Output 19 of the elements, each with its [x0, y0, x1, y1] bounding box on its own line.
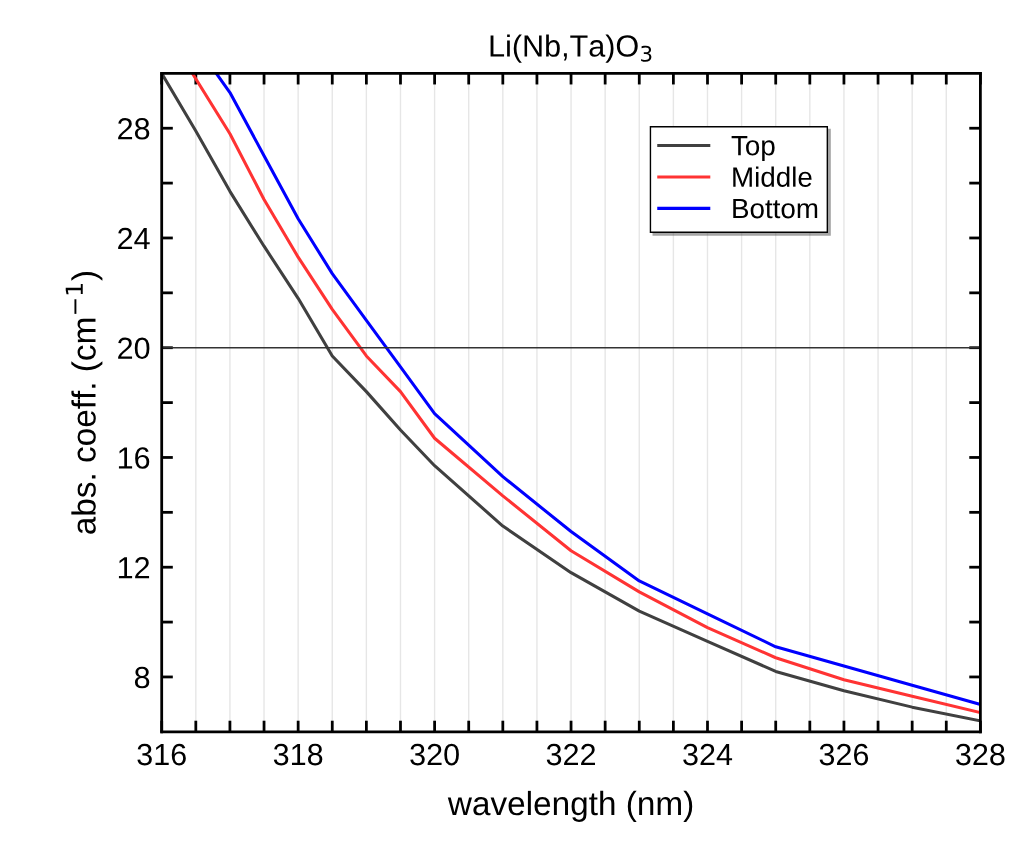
y-tick-label: 12: [118, 556, 150, 579]
x-tick-label: 318: [273, 743, 323, 766]
legend-label: Middle: [733, 166, 812, 187]
x-tick-label: 328: [956, 743, 1005, 766]
y-tick-label: 8: [134, 666, 150, 689]
y-tick-label: 20: [118, 337, 150, 360]
y-axis-title: abs. coeff. (cm$^{−1}$): [65, 272, 103, 534]
x-tick-label: 320: [410, 743, 459, 766]
legend-label: Top: [731, 136, 775, 161]
x-tick-label: 322: [546, 743, 595, 766]
x-tick-label: 326: [819, 743, 869, 766]
y-tick-label: 24: [118, 227, 150, 250]
chart-title: Li(Nb,Ta)O$_{3}$: [490, 34, 652, 63]
x-tick-label: 316: [137, 743, 186, 766]
legend-label: Bottom: [733, 199, 818, 219]
x-axis-title: wavelength (nm): [447, 790, 693, 822]
x-tick-label: 324: [683, 743, 733, 766]
y-tick-label: 28: [118, 117, 150, 140]
y-tick-label: 16: [118, 447, 150, 469]
